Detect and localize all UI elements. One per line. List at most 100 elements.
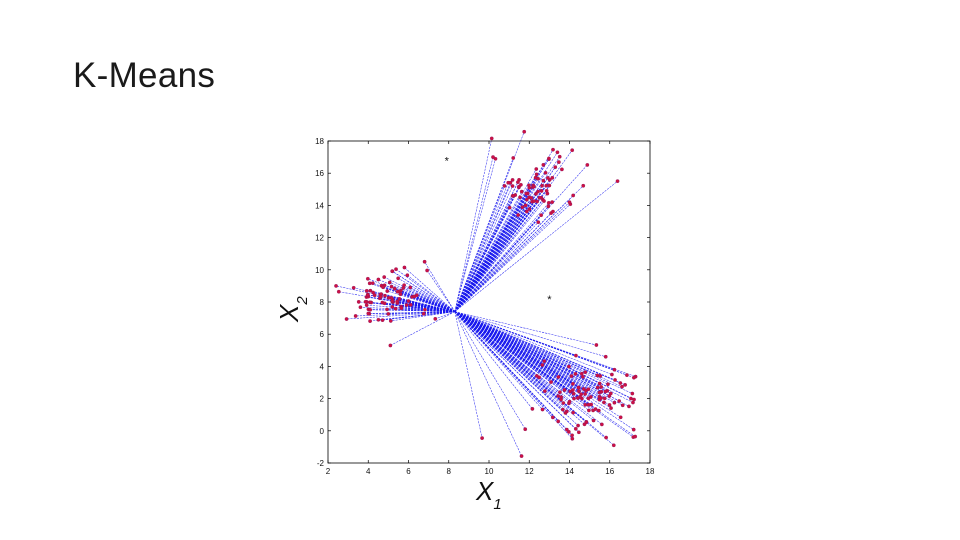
data-point [379,294,383,299]
data-point [386,312,391,316]
data-point [530,407,535,411]
data-point [394,267,398,272]
data-point [376,317,381,322]
data-point [518,195,522,200]
data-point [344,317,349,321]
data-point [524,209,529,214]
assignment-line [454,185,547,312]
assignment-line [454,203,571,312]
assignment-line [454,311,538,377]
assignment-line [454,195,514,312]
assignment-line [454,311,483,439]
data-point [577,430,581,435]
data-point [550,200,555,204]
data-point [532,184,536,189]
y-tick-label: 0 [320,427,325,436]
data-point [606,382,610,387]
data-point [395,299,399,304]
data-point [632,397,636,402]
assignment-line [454,157,494,312]
data-point [351,285,356,290]
data-point [519,189,524,194]
data-point [404,303,409,307]
assignment-line [454,311,613,375]
data-point [546,201,551,205]
data-point [629,396,633,401]
data-point [523,427,528,432]
data-point [385,289,390,293]
assignment-line [454,311,615,370]
data-point [382,301,387,306]
data-point [542,199,546,203]
assignment-line [454,311,584,378]
assignment-line [454,191,522,312]
x-tick-label: 4 [366,467,371,476]
assignment-line [454,211,554,312]
x-tick-label: 10 [485,467,494,476]
data-point [540,363,545,367]
data-point [612,367,617,372]
data-point [408,302,413,307]
assignment-line [454,185,513,312]
data-point [567,364,571,369]
assignment-line [454,200,545,312]
data-point [356,300,361,304]
data-point [632,375,636,380]
data-point [620,403,625,408]
data-point [367,281,372,286]
data-point [388,343,393,348]
data-point [529,196,534,200]
data-point [489,136,494,141]
data-point [610,372,614,377]
assignment-line [454,311,522,457]
data-point [523,203,528,208]
data-point [607,403,612,407]
data-point [627,404,631,409]
slide-title: K-Means [73,56,216,95]
data-point [433,317,438,321]
data-point [390,269,395,274]
data-point [371,290,376,295]
assignment-line [454,201,553,312]
data-point [364,288,369,293]
data-point [599,396,603,400]
assignment-line [398,278,455,312]
data-point [376,277,381,282]
assignment-line [454,311,586,395]
assignment-line [454,311,543,410]
assignment-line [382,311,455,321]
data-point [586,396,591,401]
assignment-line [392,270,455,312]
data-point [546,204,551,209]
data-point [534,167,539,171]
data-point [423,307,427,312]
data-point [555,150,560,155]
data-point [570,433,574,438]
assignment-line [454,195,574,312]
data-point [390,299,395,303]
y-tick-label: 2 [320,395,325,404]
data-point [544,183,549,188]
data-point [425,268,429,273]
assignment-line [454,138,493,312]
data-point [519,182,523,187]
data-point [334,284,338,288]
assignment-line [454,182,519,312]
data-point [551,209,555,214]
data-point [522,129,527,134]
data-point [527,183,531,188]
y-tick-label: 12 [315,234,324,243]
x-tick-label: 8 [447,467,452,476]
assignment-line [397,291,455,312]
data-point [609,406,613,410]
y-tick-label: 4 [320,362,325,371]
data-point [405,273,410,278]
data-point [558,390,562,395]
data-point [587,408,591,413]
assignment-line [454,207,510,312]
assignment-lines [335,131,636,457]
assignment-line [454,197,542,312]
data-point [597,381,602,386]
assignment-line [454,311,616,381]
